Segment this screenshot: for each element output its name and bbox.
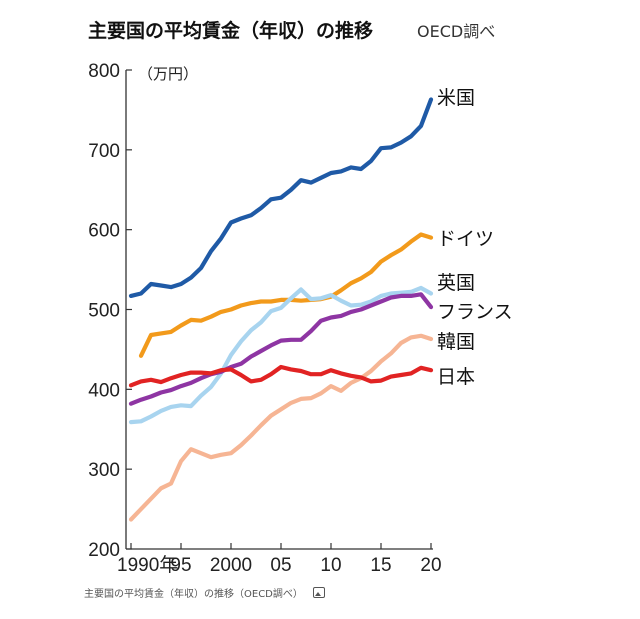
chart-title: 主要国の平均賃金（年収）の推移 [88,19,373,42]
series-label: ドイツ [437,228,494,250]
chart-source-note: OECD調べ [417,22,495,41]
series-label: 日本 [437,366,475,388]
caption-text: 主要国の平均賃金（年収）の推移（OECD調べ） [84,589,303,600]
y-tick-label: 500 [88,301,120,322]
image-icon[interactable] [312,587,325,598]
x-tick-label: 10 [320,555,341,576]
series-line [128,292,434,406]
y-tick-label: 400 [88,380,120,401]
y-tick-label: 600 [88,221,120,242]
y-axis-ticks: 200 300 400 500 600 700 800 [88,61,132,561]
y-axis-unit-label: （万円） [138,65,198,83]
series-line [128,364,434,388]
x-tick-label: 05 [270,555,291,576]
y-tick-label: 800 [88,61,120,82]
y-tick-label: 200 [88,540,120,561]
x-tick-label: 95 [170,555,191,576]
x-tick-label: 1990年 [117,554,178,576]
series-line [128,285,434,425]
x-tick-label: 2000 [210,555,252,576]
series-label: 韓国 [437,331,475,353]
y-tick-label: 300 [88,460,120,481]
x-tick-label: 20 [420,555,441,576]
figure-caption: 主要国の平均賃金（年収）の推移（OECD調べ） [84,585,325,600]
series-label: 米国 [437,87,475,109]
series-line [128,333,434,522]
x-tick-label: 15 [370,555,391,576]
y-tick-label: 700 [88,141,120,162]
series-line [128,97,434,298]
series-label: フランス [437,301,513,323]
series-line [138,232,434,358]
series-lines [128,97,434,522]
series-label: 英国 [437,272,475,294]
